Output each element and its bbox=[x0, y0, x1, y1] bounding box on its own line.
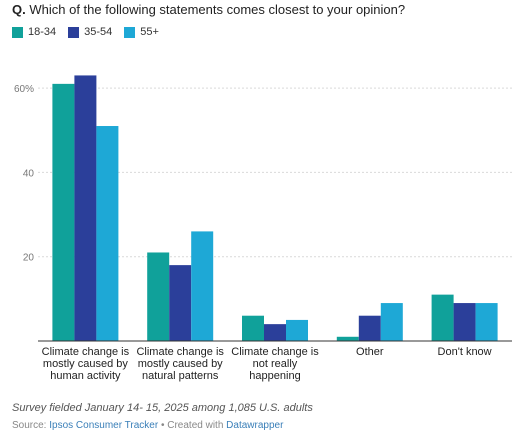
legend-swatch-55-plus bbox=[124, 26, 136, 38]
category-label: Climate change is bbox=[42, 346, 130, 358]
legend-swatch-35-54 bbox=[68, 26, 80, 38]
question-text: Which of the following statements comes … bbox=[29, 2, 406, 17]
source-label: Source: bbox=[12, 420, 47, 431]
source-link[interactable]: Ipsos Consumer Tracker bbox=[49, 420, 159, 431]
bar bbox=[147, 252, 170, 341]
source-line: Source: Ipsos Consumer Tracker • Created… bbox=[12, 420, 283, 431]
category-label: human activity bbox=[50, 370, 121, 382]
category-label: mostly caused by bbox=[138, 358, 223, 370]
category-label: Other bbox=[356, 346, 384, 358]
bar bbox=[380, 303, 403, 341]
legend: 18-34 35-54 55+ bbox=[12, 26, 159, 38]
category-label: Don't know bbox=[438, 346, 492, 358]
y-tick-label: 40 bbox=[23, 168, 35, 179]
bar bbox=[242, 315, 264, 341]
datawrapper-link[interactable]: Datawrapper bbox=[226, 420, 284, 431]
chart-title: Q. Which of the following statements com… bbox=[12, 2, 405, 17]
legend-item-35-54: 35-54 bbox=[68, 26, 112, 38]
category-label: not really bbox=[253, 358, 298, 370]
bar bbox=[431, 294, 454, 341]
bar bbox=[453, 303, 476, 341]
category-label: Climate change is bbox=[231, 346, 319, 358]
legend-label-35-54: 35-54 bbox=[84, 26, 113, 38]
category-label: natural patterns bbox=[142, 370, 219, 382]
category-label: mostly caused by bbox=[43, 358, 128, 370]
bar bbox=[475, 303, 498, 341]
bar bbox=[191, 231, 214, 341]
bar bbox=[96, 126, 119, 341]
y-tick-label: 60% bbox=[14, 84, 34, 95]
category-label: happening bbox=[249, 370, 300, 382]
bar bbox=[74, 75, 97, 341]
legend-item-55-plus: 55+ bbox=[124, 26, 159, 38]
bar bbox=[286, 319, 308, 341]
question-prefix: Q. bbox=[12, 2, 26, 17]
created-with-text: • Created with bbox=[160, 420, 224, 431]
bar bbox=[52, 83, 75, 341]
bar bbox=[169, 265, 192, 341]
legend-label-55-plus: 55+ bbox=[140, 26, 159, 38]
bar bbox=[336, 336, 359, 341]
survey-note: Survey fielded January 14- 15, 2025 amon… bbox=[12, 402, 313, 414]
category-label: Climate change is bbox=[136, 346, 224, 358]
bar bbox=[358, 315, 381, 341]
legend-item-18-34: 18-34 bbox=[12, 26, 56, 38]
bar bbox=[264, 324, 286, 341]
legend-label-18-34: 18-34 bbox=[28, 26, 57, 38]
y-tick-label: 20 bbox=[23, 253, 35, 264]
legend-swatch-18-34 bbox=[12, 26, 23, 38]
